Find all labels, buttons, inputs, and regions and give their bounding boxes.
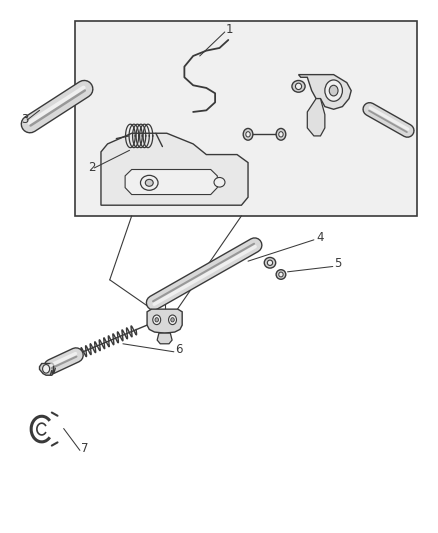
Ellipse shape (152, 315, 160, 325)
Ellipse shape (243, 128, 252, 140)
Text: 3: 3 (21, 114, 28, 126)
Polygon shape (298, 75, 350, 109)
Ellipse shape (276, 270, 285, 279)
Ellipse shape (328, 85, 337, 96)
Polygon shape (125, 169, 217, 195)
Ellipse shape (295, 83, 301, 90)
Text: 1: 1 (226, 23, 233, 36)
Ellipse shape (278, 132, 283, 137)
Polygon shape (157, 333, 172, 344)
Ellipse shape (264, 257, 275, 268)
Ellipse shape (42, 365, 49, 373)
Bar (74, 21, 416, 216)
Polygon shape (39, 364, 53, 375)
Ellipse shape (168, 315, 176, 325)
Ellipse shape (155, 318, 158, 322)
Ellipse shape (140, 175, 158, 190)
Ellipse shape (213, 177, 225, 187)
Polygon shape (147, 309, 182, 333)
Polygon shape (101, 133, 247, 205)
Text: 6: 6 (175, 343, 183, 356)
Ellipse shape (276, 128, 285, 140)
Ellipse shape (291, 80, 304, 92)
Text: 4: 4 (315, 231, 323, 244)
Ellipse shape (245, 132, 250, 137)
Text: 2: 2 (88, 161, 95, 174)
Ellipse shape (145, 179, 153, 186)
Ellipse shape (267, 260, 272, 265)
Text: 7: 7 (81, 442, 88, 455)
Ellipse shape (278, 272, 283, 277)
Text: 5: 5 (334, 257, 341, 270)
Polygon shape (307, 99, 324, 136)
Ellipse shape (324, 80, 342, 101)
Ellipse shape (170, 318, 174, 322)
